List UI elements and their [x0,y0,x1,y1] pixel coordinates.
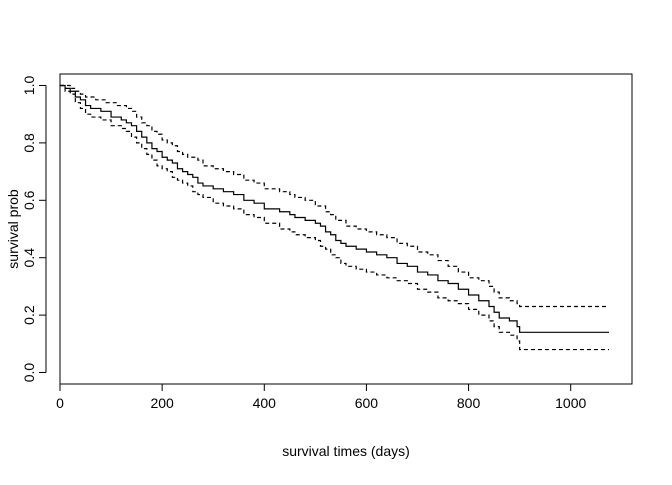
x-axis-label: survival times (days) [282,443,410,459]
x-tick-label: 200 [150,395,174,411]
y-axis-label: survival prob [5,189,21,269]
y-tick-label: 0.6 [21,190,37,210]
x-axis: 0 200 400 600 800 1000 [56,383,586,411]
y-tick-label: 0.2 [21,305,37,325]
y-tick-label: 0.8 [21,133,37,153]
y-tick-label: 0.0 [21,363,37,383]
y-tick-label: 0.4 [21,248,37,268]
series-layer [60,84,610,351]
y-axis: 0.0 0.2 0.4 0.6 0.8 1.0 [21,76,47,383]
x-tick-label: 400 [253,395,277,411]
x-tick-label: 800 [457,395,481,411]
plot-frame [59,73,633,385]
x-tick-label: 0 [56,395,64,411]
survival-curve [60,84,610,333]
lower-confidence-band [60,84,610,351]
x-tick-label: 600 [355,395,379,411]
upper-confidence-band [60,84,610,308]
x-tick-label: 1000 [555,395,586,411]
y-tick-label: 1.0 [21,76,37,96]
